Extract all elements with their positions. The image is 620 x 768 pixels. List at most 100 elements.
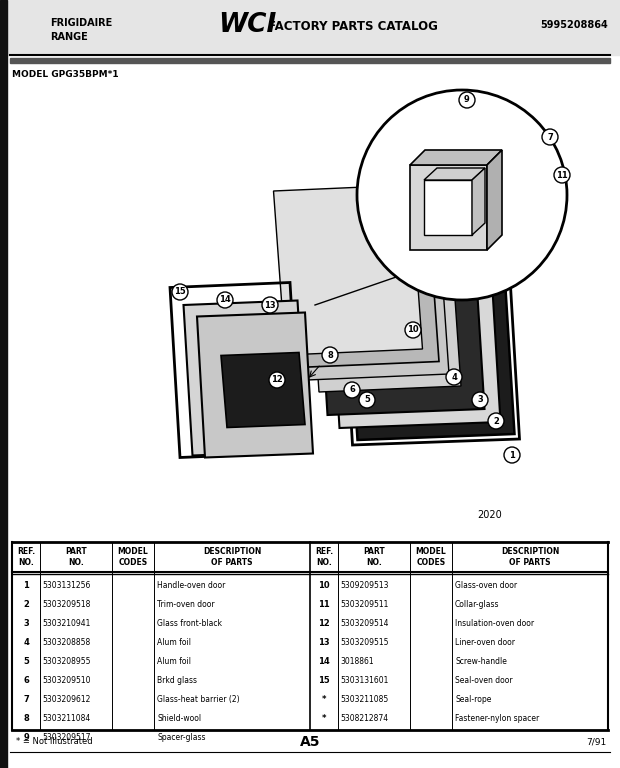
Text: 7: 7 (23, 695, 29, 704)
Text: RANGE: RANGE (50, 32, 88, 42)
Text: 2020: 2020 (477, 510, 502, 520)
Text: 5303209518: 5303209518 (42, 600, 91, 609)
Circle shape (322, 347, 338, 363)
Text: 5303210941: 5303210941 (42, 619, 91, 628)
Text: Trim-oven door: Trim-oven door (157, 600, 215, 609)
Polygon shape (273, 185, 422, 355)
Polygon shape (295, 200, 449, 380)
Text: PART
NO.: PART NO. (65, 548, 87, 567)
Circle shape (357, 90, 567, 300)
Text: *: * (322, 714, 326, 723)
Polygon shape (345, 240, 515, 440)
Circle shape (344, 382, 360, 398)
Circle shape (405, 322, 421, 338)
Text: 5: 5 (364, 396, 370, 405)
Text: DESCRIPTION
OF PARTS: DESCRIPTION OF PARTS (501, 548, 559, 567)
Text: 5303211085: 5303211085 (340, 695, 388, 704)
Text: 10: 10 (407, 326, 419, 335)
Text: 12: 12 (318, 619, 330, 628)
Circle shape (504, 447, 520, 463)
Text: WCI: WCI (218, 12, 277, 38)
Text: 15: 15 (318, 676, 330, 685)
Text: Spacer-glass: Spacer-glass (157, 733, 205, 742)
Circle shape (359, 392, 375, 408)
Text: 5308212874: 5308212874 (340, 714, 388, 723)
Text: 5995208864: 5995208864 (540, 20, 608, 30)
Text: 15: 15 (174, 287, 186, 296)
Polygon shape (345, 251, 484, 401)
Text: Brkd glass: Brkd glass (157, 676, 197, 685)
Text: 8: 8 (327, 350, 333, 359)
Text: 5309209513: 5309209513 (340, 581, 389, 590)
Text: 4: 4 (451, 372, 457, 382)
Text: Glass-heat barrier (2): Glass-heat barrier (2) (157, 695, 239, 704)
Circle shape (172, 284, 188, 300)
Text: 5303131601: 5303131601 (340, 676, 388, 685)
Text: 9: 9 (464, 95, 470, 104)
Polygon shape (472, 168, 485, 235)
Text: Insulation-oven door: Insulation-oven door (455, 619, 534, 628)
Text: Fastener-nylon spacer: Fastener-nylon spacer (455, 714, 539, 723)
Text: 2: 2 (493, 416, 499, 425)
Text: 5303209511: 5303209511 (340, 600, 388, 609)
Text: Glass-oven door: Glass-oven door (455, 581, 517, 590)
Text: 5303208858: 5303208858 (42, 638, 91, 647)
Text: 5303209612: 5303209612 (42, 695, 91, 704)
Text: 5303208955: 5303208955 (42, 657, 91, 666)
Text: Liner-oven door: Liner-oven door (455, 638, 515, 647)
Text: 6: 6 (349, 386, 355, 395)
Polygon shape (487, 150, 502, 250)
Text: FACTORY PARTS CATALOG: FACTORY PARTS CATALOG (268, 20, 438, 33)
Polygon shape (410, 165, 487, 250)
Polygon shape (221, 353, 305, 428)
Text: 7: 7 (547, 133, 553, 141)
Polygon shape (424, 168, 485, 180)
Text: 5: 5 (23, 657, 29, 666)
Text: FRIGIDAIRE: FRIGIDAIRE (50, 18, 112, 28)
Circle shape (269, 372, 285, 388)
Text: 13: 13 (318, 638, 330, 647)
Text: 4: 4 (23, 638, 29, 647)
Text: 3018861: 3018861 (340, 657, 374, 666)
Bar (7, 0, 620, 55)
Text: 5303211084: 5303211084 (42, 714, 91, 723)
Polygon shape (184, 300, 306, 455)
Circle shape (262, 297, 278, 313)
Circle shape (542, 129, 558, 145)
Text: *: * (322, 695, 326, 704)
Text: Alum foil: Alum foil (157, 638, 191, 647)
Text: 5303209517: 5303209517 (42, 733, 91, 742)
Text: 6: 6 (23, 676, 29, 685)
Text: 9: 9 (23, 733, 29, 742)
Text: 8: 8 (23, 714, 29, 723)
Text: 10: 10 (318, 581, 330, 590)
Text: 12: 12 (271, 376, 283, 385)
Text: 1: 1 (509, 451, 515, 459)
Text: Seal-oven door: Seal-oven door (455, 676, 513, 685)
Polygon shape (410, 150, 502, 165)
Text: DESCRIPTION
OF PARTS: DESCRIPTION OF PARTS (203, 548, 261, 567)
Text: 7/91: 7/91 (586, 737, 606, 746)
Text: A5: A5 (299, 735, 321, 749)
Text: 11: 11 (556, 170, 568, 180)
Text: Shield-wool: Shield-wool (157, 714, 201, 723)
Text: 5303209515: 5303209515 (340, 638, 389, 647)
Text: Alum foil: Alum foil (157, 657, 191, 666)
Text: REF.
NO.: REF. NO. (315, 548, 333, 567)
Polygon shape (327, 224, 500, 428)
Circle shape (446, 369, 462, 385)
Circle shape (488, 413, 504, 429)
Text: 5303131256: 5303131256 (42, 581, 91, 590)
Circle shape (217, 292, 233, 308)
Polygon shape (285, 193, 439, 368)
Text: REF.
NO.: REF. NO. (17, 548, 35, 567)
Text: MODEL
CODES: MODEL CODES (415, 548, 446, 567)
Text: Collar-glass: Collar-glass (455, 600, 500, 609)
Polygon shape (424, 180, 472, 235)
Bar (0, 0, 7, 768)
Text: MODEL
CODES: MODEL CODES (118, 548, 148, 567)
Text: 3: 3 (477, 396, 483, 405)
Text: PART
NO.: PART NO. (363, 548, 385, 567)
Text: 13: 13 (264, 300, 276, 310)
Text: 5303209510: 5303209510 (42, 676, 91, 685)
